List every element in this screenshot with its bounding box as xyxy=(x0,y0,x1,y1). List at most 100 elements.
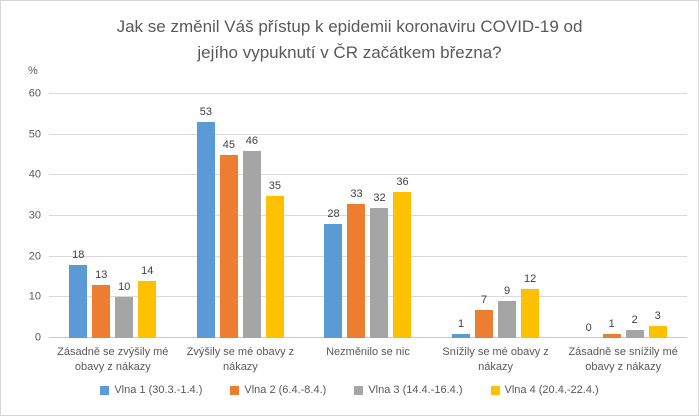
chart-title: Jak se změnil Váš přístup k epidemii kor… xyxy=(1,14,698,66)
bar-cell: 7 xyxy=(475,94,494,338)
bar-series-3 xyxy=(115,297,134,338)
bar-cell: 1 xyxy=(452,94,471,338)
gridline xyxy=(49,255,687,257)
bar-series-2 xyxy=(475,309,494,338)
legend-label: Vlna 3 (14.4.-16.4.) xyxy=(368,384,463,396)
category-label: Snížily se mé obavy z nákazy xyxy=(442,346,549,373)
legend-label: Vlna 4 (20.4.-22.4.) xyxy=(504,384,599,396)
chart-title-line-1: Jak se změnil Váš přístup k epidemii kor… xyxy=(116,17,583,36)
bar-series-2 xyxy=(219,155,238,338)
bar-group: 18 13 10 14 xyxy=(49,94,177,338)
data-label: 1 xyxy=(458,317,465,330)
bar-cell: 3 xyxy=(648,94,667,338)
bar-series-4 xyxy=(648,325,667,338)
chart-title-line-2: jejího vypuknutí v ČR začátkem března? xyxy=(197,43,502,62)
y-tick-label: 0 xyxy=(34,331,41,344)
data-label: 1 xyxy=(608,317,615,330)
bar-series-2 xyxy=(92,285,111,338)
bar-series-4 xyxy=(393,191,412,338)
data-label: 45 xyxy=(222,139,236,151)
bar-cell: 13 xyxy=(92,94,111,338)
data-label: 46 xyxy=(245,134,259,147)
bar-series-1 xyxy=(196,122,215,338)
bar-cell: 18 xyxy=(69,94,88,338)
y-tick-label: 40 xyxy=(28,168,41,181)
legend-swatch-icon xyxy=(230,385,240,395)
gridline xyxy=(49,93,687,94)
bar-group: 53 45 46 35 xyxy=(177,94,305,338)
y-tick-label: 10 xyxy=(28,290,41,303)
data-label: 2 xyxy=(631,313,638,326)
data-label: 32 xyxy=(373,191,386,204)
bar-group: 1 7 9 12 xyxy=(432,94,560,338)
data-label: 13 xyxy=(95,269,108,282)
y-tick-label: 60 xyxy=(28,87,41,100)
bar-series-3 xyxy=(370,207,389,338)
legend-item: Vlna 4 (20.4.-22.4.) xyxy=(490,384,599,396)
legend-label: Vlna 2 (6.4.-8.4.) xyxy=(244,384,327,396)
legend-item: Vlna 3 (14.4.-16.4.) xyxy=(354,384,463,396)
bar-series-3 xyxy=(498,301,517,338)
bar-series-4 xyxy=(265,195,284,338)
bar-series-4 xyxy=(521,289,540,338)
bar-series-1 xyxy=(69,264,88,338)
data-label: 3 xyxy=(654,309,661,322)
bar-cell: 33 xyxy=(347,94,366,338)
data-label: 14 xyxy=(141,265,154,278)
gridlines xyxy=(49,93,687,338)
bar-series-1 xyxy=(452,333,471,338)
bar-cell: 36 xyxy=(393,94,412,338)
data-label: 28 xyxy=(327,208,340,221)
bar-cell: 28 xyxy=(324,94,343,338)
bar-cell: 45 xyxy=(219,94,238,338)
bar-cell: 10 xyxy=(115,94,134,338)
bar-series-3 xyxy=(625,329,644,338)
category-label: Nezměnilo se nic xyxy=(326,346,410,358)
category-label: Zvýšily se mé obavy z nákazy xyxy=(186,346,295,373)
category-label: Zásadně se snížily mé obavy z nákazy xyxy=(568,346,678,373)
legend-item: Vlna 1 (30.3.-1.4.) xyxy=(100,384,202,396)
plot-area: 18 13 10 14 53 45 46 35 28 33 32 36 1 7 9 12 0 1 2 3 xyxy=(49,93,687,338)
bar-cell: 2 xyxy=(625,94,644,338)
legend-item: Vlna 2 (6.4.-8.4.) xyxy=(230,384,326,396)
bar-groups: 18 13 10 14 53 45 46 35 28 33 32 36 1 7 9 12 0 1 2 3 xyxy=(49,94,687,338)
bar-series-2 xyxy=(347,203,366,338)
data-label: 10 xyxy=(118,281,131,294)
bar-series-3 xyxy=(242,150,261,338)
bar-cell: 12 xyxy=(521,94,540,338)
data-label: 53 xyxy=(199,106,213,119)
bar-series-4 xyxy=(138,281,157,338)
y-tick-label: 20 xyxy=(28,250,41,263)
bar-series-2 xyxy=(602,333,621,338)
gridline xyxy=(49,296,687,298)
data-label: 18 xyxy=(72,248,85,261)
data-label: 12 xyxy=(523,273,537,286)
legend-swatch-icon xyxy=(490,385,500,395)
bar-cell: 14 xyxy=(138,94,157,338)
legend: Vlna 1 (30.3.-1.4.) Vlna 2 (6.4.-8.4.) Vln… xyxy=(1,384,698,396)
bar-cell: 46 xyxy=(242,94,261,338)
bar-cell: 1 xyxy=(602,94,621,338)
bar-cell: 9 xyxy=(498,94,517,338)
gridline xyxy=(49,174,687,176)
data-label: 35 xyxy=(268,179,282,192)
bar-group: 28 33 32 36 xyxy=(304,94,432,338)
bar-cell: 35 xyxy=(265,94,284,338)
data-label: 36 xyxy=(396,175,409,188)
category-label: Zásadně se zvýšily mé obavy z nákazy xyxy=(57,346,169,373)
bar-group: 0 1 2 3 xyxy=(559,94,687,338)
bar-cell: 32 xyxy=(370,94,389,338)
legend-swatch-icon xyxy=(354,385,364,395)
legend-swatch-icon xyxy=(100,385,110,395)
data-label: 9 xyxy=(504,285,511,298)
bar-cell: 53 xyxy=(196,94,215,338)
y-axis-unit-label: % xyxy=(28,65,38,77)
gridline xyxy=(49,133,687,135)
bar-series-1 xyxy=(324,224,343,338)
y-tick-label: 30 xyxy=(28,209,41,222)
x-axis-line xyxy=(49,337,687,338)
y-tick-label: 50 xyxy=(28,128,41,141)
gridline xyxy=(49,215,687,216)
legend-label: Vlna 1 (30.3.-1.4.) xyxy=(114,384,203,396)
